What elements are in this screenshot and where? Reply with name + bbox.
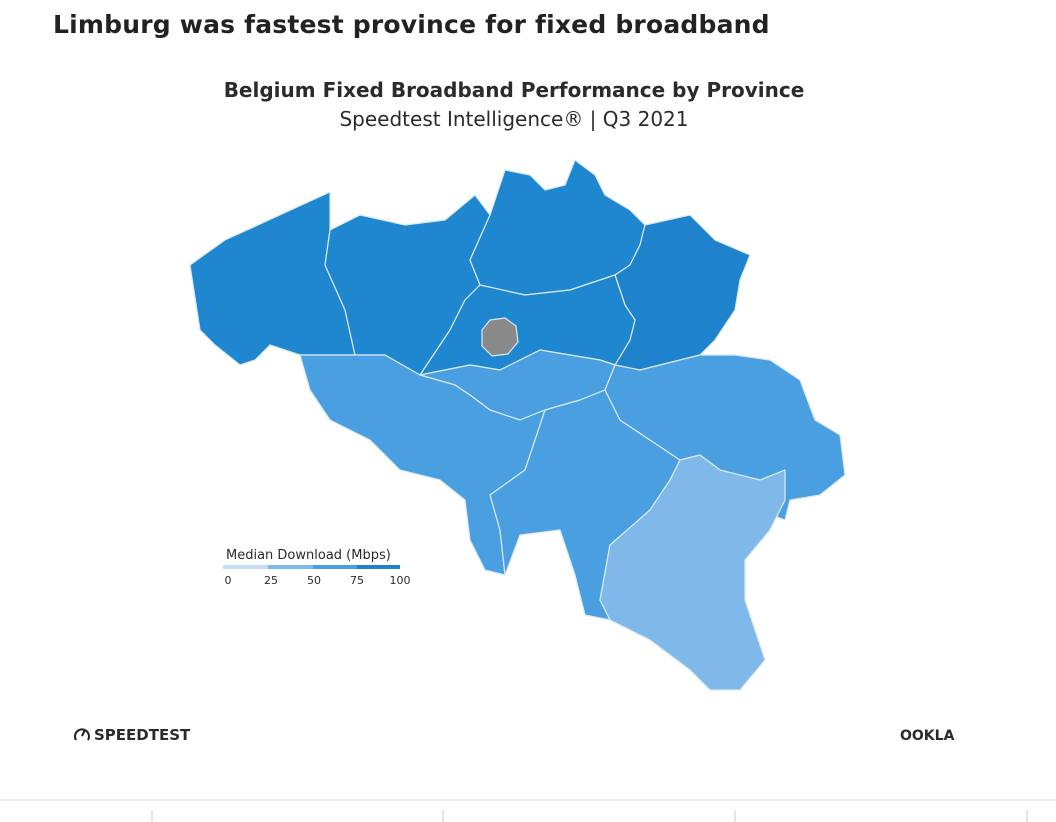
luxembourg <box>599 454 786 691</box>
legend: Median Download (Mbps) 0 25 50 75 100 <box>223 548 411 587</box>
legend-swatch <box>268 565 313 569</box>
legend-swatch <box>223 565 268 569</box>
legend-tick-label: 100 <box>390 574 411 587</box>
map-title: Belgium Fixed Broadband Performance by P… <box>224 78 805 102</box>
brussels <box>481 317 519 357</box>
legend-swatch <box>357 565 400 569</box>
gauge-needle <box>81 729 86 737</box>
speedtest-logo: SPEEDTEST <box>74 726 191 744</box>
map-subtitle: Speedtest Intelligence® | Q3 2021 <box>339 107 688 131</box>
gauge-icon <box>74 728 90 741</box>
legend-tick-label: 25 <box>264 574 278 587</box>
legend-swatch <box>313 565 357 569</box>
provinces <box>189 159 846 691</box>
headline: Limburg was fastest province for fixed b… <box>53 10 770 39</box>
speedtest-logo-text: SPEEDTEST <box>94 726 191 744</box>
legend-title: Median Download (Mbps) <box>226 548 391 563</box>
ookla-logo: OOKLA <box>900 728 955 744</box>
legend-tick-label: 50 <box>307 574 321 587</box>
west-flanders <box>189 191 356 366</box>
legend-tick-label: 75 <box>350 574 364 587</box>
legend-tick-label: 0 <box>225 574 232 587</box>
